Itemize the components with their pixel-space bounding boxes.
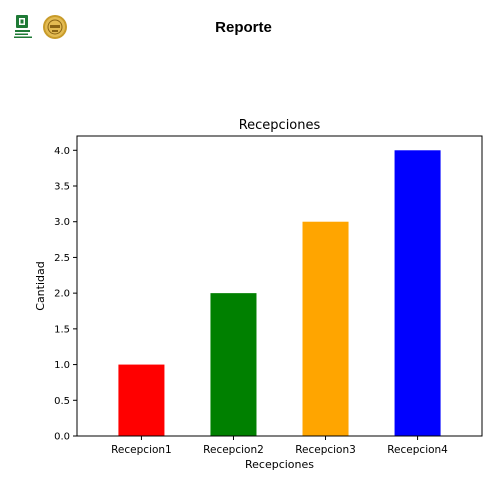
x-tick-label: Recepcion3 (295, 444, 356, 456)
y-axis: 0.0 0.5 1.0 1.5 2.0 2.5 3.0 3.5 4.0 (54, 146, 77, 443)
y-tick-label: 0.5 (54, 396, 70, 407)
y-tick-label: 0.0 (54, 432, 70, 443)
chart-title: Recepciones (239, 118, 321, 133)
gold-seal-logo (43, 15, 67, 39)
plot-frame (76, 135, 483, 437)
x-axis-label: Recepciones (245, 458, 314, 471)
y-tick-label: 1.0 (54, 360, 70, 371)
y-axis-label: Cantidad (34, 261, 47, 310)
x-tick-label: Recepcion4 (387, 444, 448, 456)
bar-recepcion4 (394, 150, 441, 437)
y-tick-label: 3.5 (54, 182, 70, 193)
bar-recepcion3 (302, 221, 349, 436)
university-logo (14, 15, 32, 38)
y-tick-label: 2.5 (54, 253, 70, 264)
y-tick-label: 1.5 (54, 324, 70, 335)
bar-recepcion2 (210, 293, 257, 436)
header-logos (14, 14, 70, 44)
bar-recepcion1 (118, 364, 165, 436)
x-tick-label: Recepcion2 (203, 444, 264, 456)
y-tick-label: 2.0 (54, 289, 70, 300)
x-axis: Recepcion1 Recepcion2 Recepcion3 Recepcion4 (111, 436, 448, 456)
x-tick-label: Recepcion1 (111, 444, 172, 456)
y-tick-label: 4.0 (54, 146, 70, 157)
report-title: Reporte (215, 19, 272, 36)
y-tick-label: 3.0 (54, 217, 70, 228)
chart-bars (118, 150, 441, 437)
